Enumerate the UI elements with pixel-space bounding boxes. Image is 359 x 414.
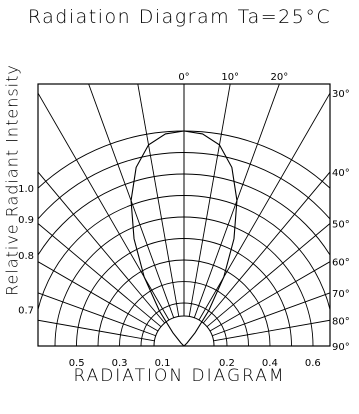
grid-spoke (198, 92, 330, 321)
left-scale-label: 0.8 (18, 251, 34, 262)
grid-spoke (209, 261, 330, 332)
chart-title: Radiation Diagram Ta=25°C (27, 6, 332, 28)
angle-label-right: 60° (332, 258, 350, 269)
grid-spoke (38, 261, 159, 332)
angle-label-right: 80° (332, 316, 350, 327)
plot-frame (37, 83, 331, 347)
angle-label-right: 50° (332, 219, 350, 230)
angle-label-right: 90° (332, 342, 350, 353)
grid-spoke (38, 319, 155, 342)
grid-spoke (202, 171, 330, 324)
bottom-scale-label: 0.6 (305, 358, 321, 369)
bottom-scale-label: 0.3 (112, 358, 128, 369)
angle-label-right: 70° (332, 289, 350, 300)
bottom-scale-label: 0.4 (262, 358, 278, 369)
grid-spoke (38, 171, 166, 324)
angle-label-right: 30° (332, 89, 350, 100)
grid-spoke (137, 84, 180, 317)
grid-spoke (88, 84, 175, 318)
grid-spoke (212, 292, 330, 337)
grid-spoke (206, 222, 330, 328)
grid-spoke (213, 319, 330, 342)
bottom-scale-label: 0.2 (219, 358, 235, 369)
left-scale-label: 1.0 (18, 184, 34, 195)
grid-spoke (193, 84, 280, 318)
origin-semicircle (153, 315, 215, 346)
angle-label-top: 10° (221, 72, 239, 83)
angle-label-right: 40° (332, 168, 350, 179)
intensity-curve (130, 130, 238, 346)
x-axis-label: RADIATION DIAGRAM (73, 366, 286, 386)
left-scale-label: 0.7 (18, 305, 34, 316)
grid-spoke (38, 92, 170, 321)
bottom-scale-label: 0.1 (155, 358, 171, 369)
grid-spoke (38, 222, 162, 328)
bottom-scale-label: 0.5 (69, 358, 85, 369)
left-scale-label: 0.9 (18, 215, 34, 226)
angle-label-top: 0° (178, 72, 189, 83)
plot-area (38, 84, 330, 346)
grid-spoke (38, 292, 156, 337)
angle-label-top: 20° (270, 72, 288, 83)
grid-spoke (188, 84, 231, 317)
